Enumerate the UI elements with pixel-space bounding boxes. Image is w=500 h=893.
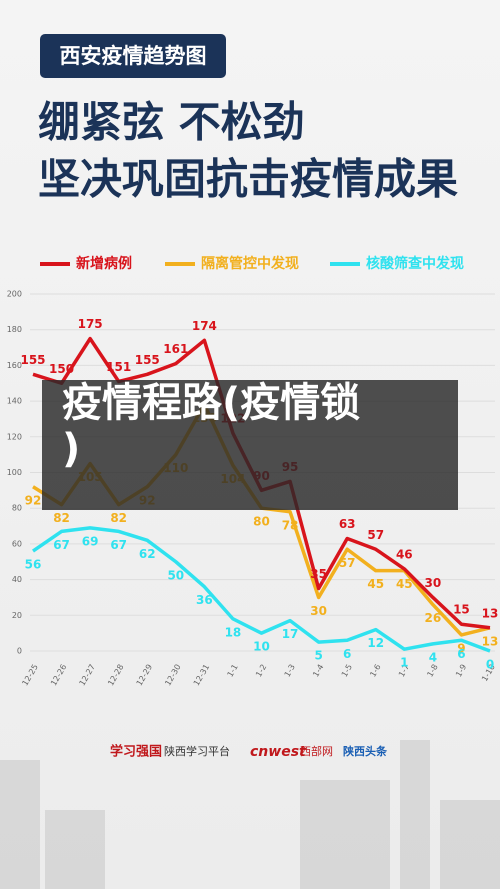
value-label: 6 <box>343 647 351 661</box>
value-label: 62 <box>139 547 156 561</box>
y-tick-label: 200 <box>7 290 22 299</box>
y-tick-label: 140 <box>7 397 22 406</box>
value-label: 155 <box>135 353 160 367</box>
series-line <box>32 526 491 653</box>
value-label: 17 <box>282 627 299 641</box>
value-label: 5 <box>314 649 322 663</box>
y-tick-label: 60 <box>12 539 22 548</box>
x-tick-label: 1-9 <box>454 663 468 679</box>
value-label: 161 <box>163 342 188 356</box>
value-label: 151 <box>106 360 131 374</box>
value-label: 67 <box>110 538 127 552</box>
value-label: 4 <box>429 650 437 664</box>
value-label: 82 <box>110 511 127 525</box>
value-label: 80 <box>253 515 270 529</box>
value-label: 57 <box>339 556 356 570</box>
value-label: 175 <box>78 317 103 331</box>
value-label: 18 <box>225 625 242 639</box>
y-tick-label: 120 <box>7 432 22 441</box>
tag: 西安疫情趋势图 <box>60 44 207 68</box>
x-tick-label: 1-5 <box>340 663 354 679</box>
value-label: 78 <box>282 518 299 532</box>
x-tick-label: 1-6 <box>368 663 382 679</box>
value-label: 35 <box>310 567 327 581</box>
value-label: 92 <box>25 493 42 507</box>
value-label: 46 <box>396 547 413 561</box>
y-tick-label: 20 <box>12 611 22 620</box>
value-label: 69 <box>82 534 99 548</box>
value-label: 45 <box>396 577 413 591</box>
value-label: 150 <box>49 362 74 376</box>
value-label: 0 <box>486 658 494 672</box>
legend-label: 新增病例 <box>76 255 132 272</box>
overlay-text: 疫情程路(疫情锁 <box>62 380 361 426</box>
value-label: 10 <box>253 640 270 654</box>
value-label: 36 <box>196 593 213 607</box>
value-label: 9 <box>457 641 465 655</box>
x-tick-label: 12-29 <box>135 663 154 688</box>
value-label: 26 <box>425 611 442 625</box>
y-tick-label: 0 <box>17 647 22 656</box>
value-label: 15 <box>453 603 470 617</box>
x-tick-label: 1-4 <box>311 663 325 679</box>
value-label: 30 <box>425 576 442 590</box>
overlay: 疫情程路(疫情锁 ) <box>42 380 458 510</box>
legend-label: 核酸筛查中发现 <box>366 255 464 272</box>
value-label: 45 <box>367 577 384 591</box>
x-tick-label: 1-1 <box>226 663 240 679</box>
y-tick-label: 100 <box>7 468 22 477</box>
value-label: 174 <box>192 319 217 333</box>
tag-box <box>40 34 226 78</box>
y-tick-label: 40 <box>12 575 22 584</box>
x-tick-label: 12-28 <box>106 663 125 688</box>
x-tick-label: 12-30 <box>163 663 182 688</box>
x-tick-label: 12-25 <box>20 663 39 688</box>
logo: cnwest <box>250 744 307 760</box>
value-label: 13 <box>482 634 499 648</box>
buildings <box>0 740 500 889</box>
value-label: 12 <box>367 636 384 650</box>
title-line: 绷紧弦 不松劲 <box>38 98 305 147</box>
value-label: 50 <box>167 568 184 582</box>
value-label: 82 <box>53 511 70 525</box>
value-label: 57 <box>367 528 384 542</box>
value-label: 30 <box>310 604 327 618</box>
logo: 陕西头条 <box>343 744 388 758</box>
title-line: 坚决巩固抗击疫情成果 <box>38 155 458 204</box>
x-tick-label: 1-3 <box>283 663 297 679</box>
y-tick-label: 180 <box>7 325 22 334</box>
value-label: 67 <box>53 538 70 552</box>
value-label: 63 <box>339 517 356 531</box>
value-label: 1 <box>400 656 408 670</box>
value-label: 13 <box>482 606 499 620</box>
value-label: 6 <box>457 647 465 661</box>
x-tick-label: 1-8 <box>425 663 439 679</box>
logo: 西部网 <box>300 744 333 758</box>
x-tick-label: 1-2 <box>254 663 268 679</box>
overlay-text: ) <box>62 426 81 472</box>
legend-label: 隔离管控中发现 <box>201 255 299 272</box>
y-tick-label: 80 <box>12 504 22 513</box>
x-tick-label: 12-31 <box>192 663 211 688</box>
value-label: 56 <box>25 558 42 572</box>
x-tick-label: 12-26 <box>49 663 68 688</box>
x-tick-label: 12-27 <box>78 663 97 688</box>
logo: 陕西学习平台 <box>164 744 230 758</box>
value-label: 155 <box>20 353 45 367</box>
y-tick-label: 160 <box>7 361 22 370</box>
logo: 学习强国 <box>110 744 162 760</box>
